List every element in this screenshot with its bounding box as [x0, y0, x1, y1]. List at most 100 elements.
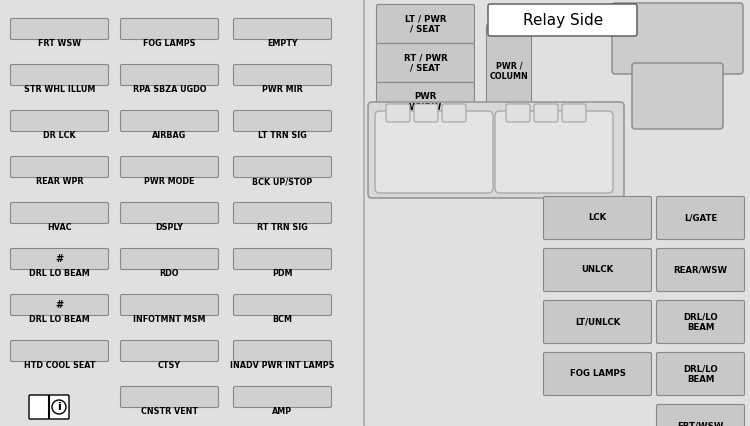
- FancyBboxPatch shape: [121, 340, 218, 362]
- FancyBboxPatch shape: [233, 248, 332, 270]
- FancyBboxPatch shape: [10, 294, 109, 316]
- FancyBboxPatch shape: [656, 196, 745, 239]
- FancyBboxPatch shape: [656, 248, 745, 291]
- FancyBboxPatch shape: [121, 110, 218, 132]
- Text: REAR WPR: REAR WPR: [36, 178, 83, 187]
- Text: DR LCK: DR LCK: [44, 132, 76, 141]
- Text: LCK: LCK: [588, 213, 607, 222]
- FancyBboxPatch shape: [121, 248, 218, 270]
- FancyBboxPatch shape: [506, 104, 530, 122]
- FancyBboxPatch shape: [376, 43, 475, 83]
- Text: DRL LO BEAM: DRL LO BEAM: [29, 316, 90, 325]
- FancyBboxPatch shape: [544, 352, 652, 395]
- FancyBboxPatch shape: [386, 104, 410, 122]
- FancyBboxPatch shape: [376, 83, 475, 121]
- Text: PWR MIR: PWR MIR: [262, 86, 303, 95]
- FancyBboxPatch shape: [656, 300, 745, 343]
- Text: AMP: AMP: [272, 408, 292, 417]
- FancyBboxPatch shape: [656, 405, 745, 426]
- FancyBboxPatch shape: [233, 340, 332, 362]
- Text: INADV PWR INT LAMPS: INADV PWR INT LAMPS: [230, 362, 334, 371]
- Text: LT/UNLCK: LT/UNLCK: [574, 317, 620, 326]
- Text: PWR
WNDW: PWR WNDW: [409, 92, 442, 112]
- Text: RT / PWR
/ SEAT: RT / PWR / SEAT: [404, 53, 447, 73]
- FancyBboxPatch shape: [49, 395, 69, 419]
- Text: DRL/LO
BEAM: DRL/LO BEAM: [683, 312, 718, 332]
- Text: DSPLY: DSPLY: [155, 224, 184, 233]
- FancyBboxPatch shape: [376, 5, 475, 43]
- Text: STR WHL ILLUM: STR WHL ILLUM: [24, 86, 95, 95]
- FancyBboxPatch shape: [544, 196, 652, 239]
- FancyBboxPatch shape: [233, 202, 332, 224]
- FancyBboxPatch shape: [487, 25, 532, 118]
- Text: AIRBAG: AIRBAG: [152, 132, 187, 141]
- FancyBboxPatch shape: [121, 156, 218, 178]
- Text: HTD COOL SEAT: HTD COOL SEAT: [24, 362, 95, 371]
- Text: PWR MODE: PWR MODE: [144, 178, 195, 187]
- Text: BCM: BCM: [272, 316, 292, 325]
- Text: Relay Side: Relay Side: [523, 12, 603, 28]
- FancyBboxPatch shape: [10, 110, 109, 132]
- Text: UNLCK: UNLCK: [581, 265, 614, 274]
- FancyBboxPatch shape: [233, 386, 332, 408]
- FancyBboxPatch shape: [442, 104, 466, 122]
- FancyBboxPatch shape: [534, 104, 558, 122]
- Text: DRL LO BEAM: DRL LO BEAM: [29, 270, 90, 279]
- Text: LT TRN SIG: LT TRN SIG: [258, 132, 307, 141]
- FancyBboxPatch shape: [488, 4, 637, 36]
- Text: RT TRN SIG: RT TRN SIG: [257, 224, 307, 233]
- Text: L/GATE: L/GATE: [684, 213, 717, 222]
- Text: FRT WSW: FRT WSW: [38, 40, 81, 49]
- FancyBboxPatch shape: [612, 3, 743, 74]
- FancyBboxPatch shape: [121, 18, 218, 40]
- Text: FOG LAMPS: FOG LAMPS: [569, 369, 626, 378]
- FancyBboxPatch shape: [121, 64, 218, 86]
- FancyBboxPatch shape: [10, 340, 109, 362]
- FancyBboxPatch shape: [233, 156, 332, 178]
- FancyBboxPatch shape: [10, 64, 109, 86]
- Text: #: #: [56, 254, 64, 264]
- Text: CNSTR VENT: CNSTR VENT: [141, 408, 198, 417]
- Text: FOG LAMPS: FOG LAMPS: [143, 40, 196, 49]
- Circle shape: [52, 400, 66, 414]
- Text: HVAC: HVAC: [47, 224, 72, 233]
- Text: PWR /
COLUMN: PWR / COLUMN: [490, 61, 528, 81]
- FancyBboxPatch shape: [562, 104, 586, 122]
- FancyBboxPatch shape: [10, 156, 109, 178]
- Text: #: #: [56, 300, 64, 310]
- FancyBboxPatch shape: [10, 18, 109, 40]
- FancyBboxPatch shape: [414, 104, 438, 122]
- Text: FRT/WSW: FRT/WSW: [677, 421, 724, 426]
- Text: DRL/LO
BEAM: DRL/LO BEAM: [683, 364, 718, 384]
- FancyBboxPatch shape: [121, 386, 218, 408]
- FancyBboxPatch shape: [375, 111, 493, 193]
- FancyBboxPatch shape: [121, 202, 218, 224]
- FancyBboxPatch shape: [368, 102, 624, 198]
- FancyBboxPatch shape: [233, 64, 332, 86]
- Text: RPA SBZA UGDO: RPA SBZA UGDO: [133, 86, 206, 95]
- Text: INFOTMNT MSM: INFOTMNT MSM: [134, 316, 206, 325]
- FancyBboxPatch shape: [544, 300, 652, 343]
- Bar: [638, 66, 716, 74]
- FancyBboxPatch shape: [121, 294, 218, 316]
- FancyBboxPatch shape: [29, 395, 49, 419]
- FancyBboxPatch shape: [656, 352, 745, 395]
- FancyBboxPatch shape: [10, 202, 109, 224]
- FancyBboxPatch shape: [495, 111, 613, 193]
- FancyBboxPatch shape: [10, 248, 109, 270]
- FancyBboxPatch shape: [0, 0, 369, 426]
- FancyBboxPatch shape: [233, 110, 332, 132]
- FancyBboxPatch shape: [632, 63, 723, 129]
- Text: BCK UP/STOP: BCK UP/STOP: [252, 178, 313, 187]
- Text: CTSY: CTSY: [158, 362, 181, 371]
- Text: REAR/WSW: REAR/WSW: [674, 265, 728, 274]
- Text: PDM: PDM: [272, 270, 292, 279]
- Text: LT / PWR
/ SEAT: LT / PWR / SEAT: [405, 14, 446, 34]
- FancyBboxPatch shape: [233, 18, 332, 40]
- FancyBboxPatch shape: [544, 248, 652, 291]
- Text: EMPTY: EMPTY: [267, 40, 298, 49]
- Text: RDO: RDO: [160, 270, 179, 279]
- Text: i: i: [57, 402, 61, 412]
- FancyBboxPatch shape: [233, 294, 332, 316]
- FancyBboxPatch shape: [364, 0, 750, 426]
